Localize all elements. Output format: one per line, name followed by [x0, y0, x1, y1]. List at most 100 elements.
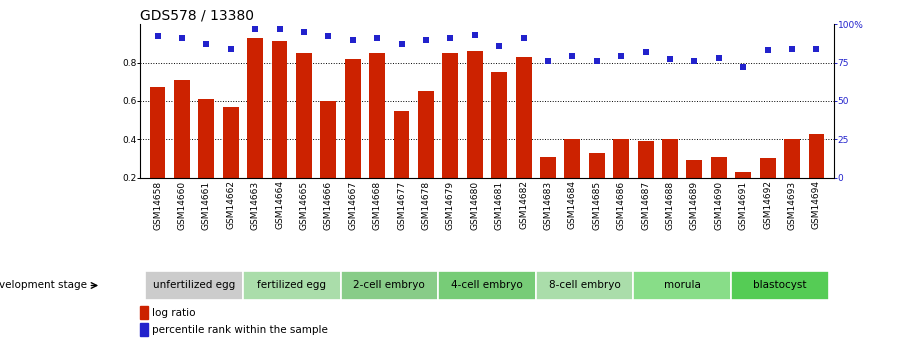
Bar [198, 99, 214, 216]
Bar [140, 306, 149, 319]
Text: GSM14678: GSM14678 [421, 180, 430, 229]
Bar [613, 139, 629, 216]
Point [736, 65, 750, 70]
Point [467, 32, 482, 38]
Text: GSM14686: GSM14686 [617, 180, 626, 229]
Bar [491, 72, 507, 216]
Text: GSM14668: GSM14668 [372, 180, 381, 229]
Point [345, 37, 360, 42]
Text: GSM14685: GSM14685 [593, 180, 602, 229]
Text: GSM14693: GSM14693 [787, 180, 796, 229]
Text: GSM14679: GSM14679 [446, 180, 455, 229]
Point [516, 35, 531, 41]
Point [224, 46, 238, 51]
Text: GSM14663: GSM14663 [251, 180, 260, 229]
Text: GSM14681: GSM14681 [495, 180, 504, 229]
Text: GSM14667: GSM14667 [348, 180, 357, 229]
Bar [731, 271, 829, 300]
Bar [736, 172, 751, 216]
Point [248, 26, 263, 31]
Point [419, 37, 433, 42]
Text: fertilized egg: fertilized egg [257, 280, 326, 290]
Text: morula: morula [664, 280, 700, 290]
Text: GSM14677: GSM14677 [397, 180, 406, 229]
Text: log ratio: log ratio [152, 308, 196, 317]
Text: GSM14664: GSM14664 [275, 180, 284, 229]
Bar [145, 271, 243, 300]
Text: development stage: development stage [0, 280, 87, 290]
Point [541, 58, 555, 64]
Point [711, 55, 726, 61]
Bar [516, 57, 532, 216]
Bar [711, 157, 727, 216]
Text: GSM14690: GSM14690 [714, 180, 723, 229]
Text: GSM14688: GSM14688 [666, 180, 674, 229]
Point [785, 46, 799, 51]
Text: GDS578 / 13380: GDS578 / 13380 [140, 9, 255, 23]
Bar [174, 80, 190, 216]
Text: 2-cell embryo: 2-cell embryo [353, 280, 425, 290]
Text: GSM14691: GSM14691 [738, 180, 747, 229]
Text: GSM14692: GSM14692 [763, 180, 772, 229]
Text: GSM14660: GSM14660 [178, 180, 187, 229]
Bar [149, 88, 166, 216]
Text: GSM14662: GSM14662 [226, 180, 236, 229]
Point [565, 53, 580, 59]
Bar [243, 271, 341, 300]
Bar [223, 107, 238, 216]
Bar [370, 53, 385, 216]
Bar [589, 153, 604, 216]
Bar [247, 38, 263, 216]
Point [370, 35, 384, 41]
Text: GSM14694: GSM14694 [812, 180, 821, 229]
Point [394, 41, 409, 47]
Bar [633, 271, 731, 300]
Text: 4-cell embryo: 4-cell embryo [451, 280, 523, 290]
Text: GSM14683: GSM14683 [544, 180, 553, 229]
Text: GSM14687: GSM14687 [641, 180, 651, 229]
Text: blastocyst: blastocyst [753, 280, 806, 290]
Point [590, 58, 604, 64]
Point [639, 49, 653, 55]
Bar [687, 160, 702, 216]
Point [492, 43, 506, 48]
Bar [662, 139, 678, 216]
Bar [345, 59, 361, 216]
Text: percentile rank within the sample: percentile rank within the sample [152, 325, 328, 335]
Point [296, 29, 311, 34]
Point [321, 34, 335, 39]
Text: GSM14665: GSM14665 [300, 180, 308, 229]
Bar [564, 139, 581, 216]
Text: GSM14689: GSM14689 [689, 180, 699, 229]
Bar [140, 323, 149, 336]
Bar [418, 91, 434, 216]
Bar [442, 53, 458, 216]
Text: 8-cell embryo: 8-cell embryo [549, 280, 621, 290]
Bar [535, 271, 633, 300]
Text: GSM14666: GSM14666 [323, 180, 333, 229]
Point [273, 26, 287, 31]
Text: GSM14682: GSM14682 [519, 180, 528, 229]
Point [687, 58, 701, 64]
Text: GSM14658: GSM14658 [153, 180, 162, 229]
Point [199, 41, 214, 47]
Bar [784, 139, 800, 216]
Bar [540, 157, 556, 216]
Point [150, 34, 165, 39]
Point [614, 53, 629, 59]
Bar [272, 41, 287, 216]
Bar [467, 51, 483, 216]
Text: GSM14661: GSM14661 [202, 180, 211, 229]
Bar [439, 271, 535, 300]
Point [760, 48, 775, 53]
Text: unfertilized egg: unfertilized egg [153, 280, 236, 290]
Bar [296, 53, 312, 216]
Point [809, 46, 824, 51]
Bar [393, 110, 410, 216]
Bar [638, 141, 653, 216]
Text: GSM14684: GSM14684 [568, 180, 577, 229]
Text: GSM14680: GSM14680 [470, 180, 479, 229]
Bar [321, 101, 336, 216]
Bar [760, 158, 776, 216]
Point [663, 57, 678, 62]
